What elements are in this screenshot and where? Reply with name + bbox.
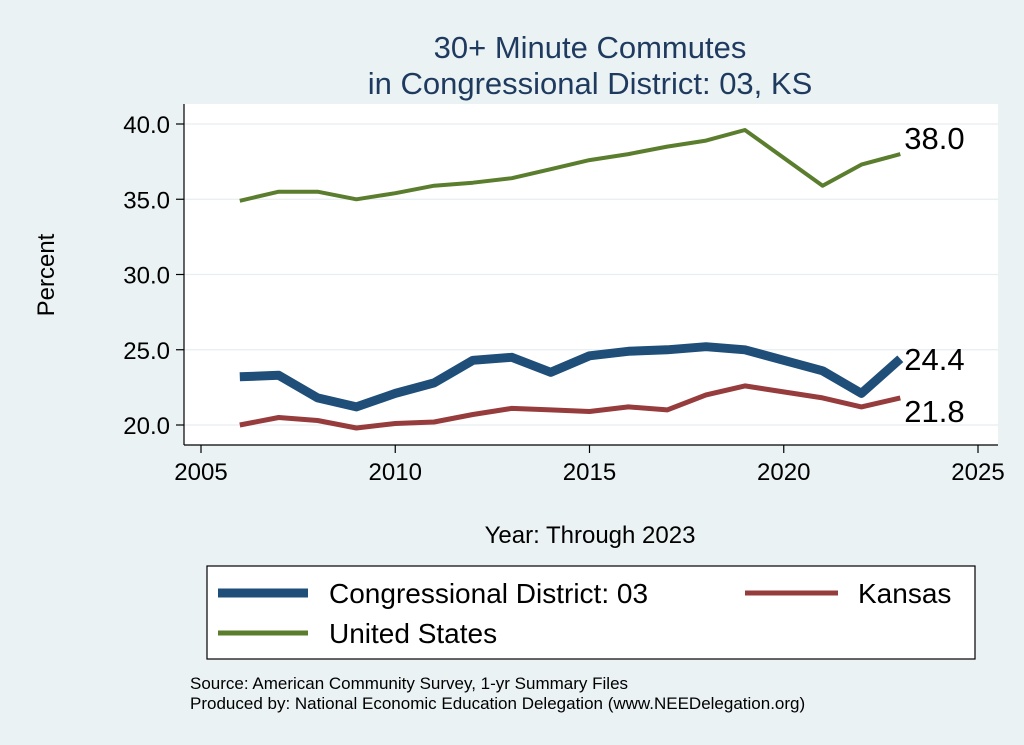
y-tick-label: 35.0 [123,187,170,214]
y-axis-label: Percent [33,233,60,316]
series-lines [239,128,904,431]
y-tick-label: 40.0 [123,112,170,139]
end-labels: 24.4 21.8 38.0 [904,121,964,429]
x-tick-label: 2020 [757,459,810,486]
grid-lines [184,123,998,426]
x-axis-label: Year: Through 2023 [485,522,696,549]
chart-title-line2: in Congressional District: 03, KS [368,66,813,101]
legend-box [206,565,976,660]
y-tick-label: 30.0 [123,263,170,290]
series-line-district [239,342,904,412]
end-label-kansas: 21.8 [904,394,964,429]
x-tick-label: 2010 [369,459,422,486]
producer-note: Produced by: National Economic Education… [190,694,805,713]
legend-label-us: United States [329,618,497,649]
source-note: Source: American Community Survey, 1-yr … [190,674,628,693]
end-label-us: 38.0 [904,121,964,156]
legend-label-district: Congressional District: 03 [329,578,648,609]
y-tick-label: 20.0 [123,413,170,440]
x-tick-label: 2025 [951,459,1004,486]
y-tick-label: 25.0 [123,338,170,365]
end-label-district: 24.4 [904,342,964,377]
series-line-kansas [239,383,901,431]
x-tick-label: 2005 [174,459,227,486]
chart-title-line1: 30+ Minute Commutes [434,30,747,65]
x-tick-label: 2015 [563,459,616,486]
y-ticks: 20.0 25.0 30.0 35.0 40.0 [123,112,184,440]
legend: Congressional District: 03 Kansas United… [206,565,976,660]
series-line-us [239,128,901,203]
legend-label-kansas: Kansas [858,578,951,609]
x-ticks: 2005 2010 2015 2020 2025 [174,445,1005,486]
